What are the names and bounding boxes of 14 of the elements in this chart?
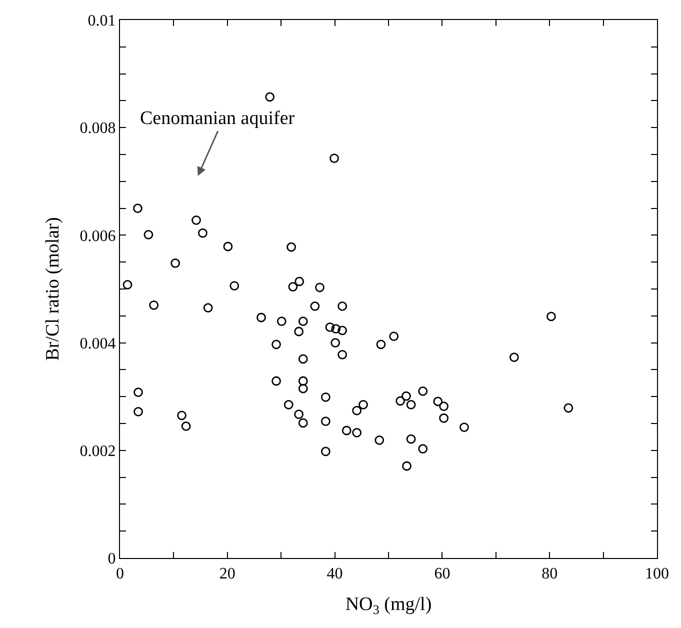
x-axis-title: NO$_{3}$ (mg/l) (345, 594, 432, 618)
x-tick-label: 100 (645, 565, 669, 582)
y-tick-label: 0.004 (80, 335, 116, 352)
y-tick-label: 0.01 (88, 12, 116, 30)
x-tick-label: 60 (434, 565, 450, 582)
y-tick-label: 0.002 (80, 443, 116, 460)
y-tick-label: 0.006 (80, 228, 116, 245)
annotation: Cenomanian aquifer (140, 108, 296, 129)
y-tick-label: 0.008 (80, 120, 116, 138)
y-tick-label: 0 (108, 550, 116, 568)
y-axis-title: Br/Cl ratio (molar) (42, 217, 64, 361)
x-tick-label: 40 (326, 565, 343, 582)
x-tick-label: 80 (542, 565, 558, 582)
x-tick-label: 20 (219, 565, 236, 582)
